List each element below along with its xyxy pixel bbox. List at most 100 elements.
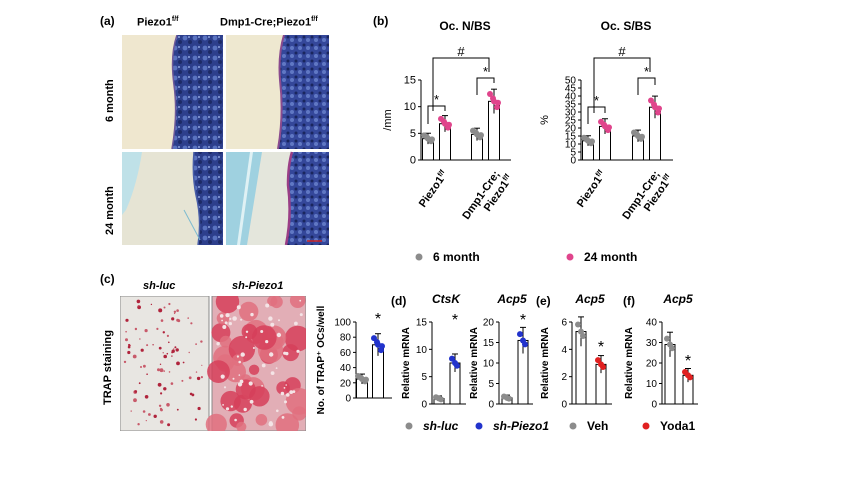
chart-b1: Oc. N/BS 0 5 10 15/mm * * # Piezo1f/f Dmp1-Cre;Pi…: [382, 19, 515, 229]
data-point: [491, 98, 497, 105]
panel-b-label: (b): [373, 14, 389, 28]
y-tick-label: 100: [334, 318, 351, 329]
data-point: [487, 91, 493, 98]
y-tick-label: 40: [340, 363, 352, 374]
chart-e1: Acp5 0 2 4 6 Relative mRNA *: [540, 292, 612, 411]
legend-sh-piezo1: sh-Piezo1: [475, 419, 549, 433]
panel-a-col1-header: Piezo1f/f: [137, 16, 179, 29]
y-axis-label: Relative mRNA: [540, 327, 551, 399]
significance-mark: *: [483, 64, 488, 79]
legend-label: 24 month: [584, 250, 637, 264]
chart-title: Oc. N/BS: [439, 19, 490, 33]
data-point: [602, 123, 608, 130]
significance-mark: *: [434, 92, 439, 107]
y-tick-label: 0: [561, 400, 567, 411]
trap-image-sh-piezo1: [205, 296, 306, 431]
panel-f-label: (f): [623, 294, 635, 308]
data-point: [595, 357, 601, 364]
y-tick-label: 50: [565, 76, 577, 87]
x-group-label: Piezo1f/f: [575, 168, 609, 209]
y-axis-label: %: [539, 115, 551, 125]
data-point: [359, 376, 365, 382]
y-tick-label: 10: [646, 379, 658, 390]
y-tick-label: 0: [570, 156, 576, 167]
y-tick-label: 10: [565, 140, 577, 151]
y-tick-label: 80: [340, 333, 352, 344]
data-point: [474, 131, 480, 138]
data-point: [652, 104, 658, 111]
y-tick-label: 25: [565, 116, 577, 127]
chart-title: Oc. S/BS: [601, 19, 652, 33]
data-point: [578, 328, 584, 335]
y-tick-label: 20: [340, 378, 352, 389]
trap-staining-images: [120, 296, 306, 431]
legend-marker: [475, 422, 483, 430]
chart-title: Acp5: [662, 292, 693, 306]
chart-title: CtsK: [432, 292, 461, 306]
legend-label: 6 month: [433, 250, 480, 264]
data-point: [436, 395, 442, 402]
panel-c-label: (c): [100, 272, 115, 286]
y-tick-label: 0: [345, 394, 351, 405]
y-axis-label: Relative mRNA: [469, 327, 480, 399]
y-tick-label: 5: [488, 379, 494, 390]
y-tick-label: 40: [646, 318, 658, 329]
significance-mark: *: [598, 339, 604, 356]
y-tick-label: 45: [565, 84, 577, 95]
legend-label: Yoda1: [660, 419, 695, 433]
data-point: [442, 120, 448, 127]
data-point: [635, 133, 641, 139]
data-point: [667, 341, 673, 348]
legend-sh-luc: sh-luc: [405, 419, 459, 433]
data-point: [452, 360, 458, 366]
significance-mark: *: [685, 353, 691, 370]
data-point: [375, 341, 381, 348]
chart-c1: 0 20 40 60 80 100 No. of TRAP⁺ OCs/well *: [316, 305, 392, 414]
significance-mark: #: [457, 44, 465, 59]
data-point: [598, 361, 604, 368]
legend-24-month: 24 month: [566, 250, 637, 264]
x-group-label: Dmp1-Cre;Piezo1f/f: [620, 165, 675, 229]
significance-bracket: [587, 106, 606, 124]
y-tick-label: 30: [646, 338, 658, 349]
y-tick-label: 15: [404, 75, 416, 87]
y-tick-label: 10: [416, 345, 428, 356]
y-tick-label: 5: [421, 372, 427, 383]
panel-d-label: (d): [391, 294, 407, 308]
panel-c-col1-header: sh-luc: [143, 280, 176, 292]
significance-mark: *: [375, 311, 381, 328]
y-tick-label: 4: [561, 345, 567, 356]
histology-6m-piezo-ff: [122, 35, 223, 150]
data-point: [449, 355, 455, 362]
x-group-label: Piezo1f/f: [417, 168, 451, 209]
chart-title: Acp5: [496, 292, 527, 306]
chart-d1: CtsK 0 5 10 15 Relative mRNA *: [401, 292, 466, 411]
data-point: [664, 335, 670, 342]
legend-label: sh-Piezo1: [493, 419, 549, 433]
chart-title: Acp5: [574, 292, 605, 306]
panel-a-col2-header: Dmp1-Cre;Piezo1f/f: [220, 16, 318, 29]
y-tick-label: 20: [646, 359, 658, 370]
y-tick-label: 0: [488, 400, 494, 411]
legend-marker: [566, 253, 574, 261]
y-tick-label: 15: [565, 132, 577, 143]
y-tick-label: 40: [565, 92, 577, 103]
data-point: [425, 135, 431, 142]
y-tick-label: 30: [565, 108, 577, 119]
y-tick-label: 15: [416, 318, 428, 329]
y-tick-label: 20: [483, 318, 495, 329]
y-tick-label: 60: [340, 348, 352, 359]
legend-6-month: 6 month: [415, 250, 480, 264]
x-group-label: Dmp1-Cre;Piezo1f/f: [460, 165, 515, 229]
data-point: [685, 372, 691, 379]
y-tick-label: 35: [565, 100, 577, 111]
data-point: [585, 137, 591, 144]
histology-24m-dmp1-piezo-ff: [226, 151, 329, 245]
y-tick-label: 15: [483, 338, 495, 349]
y-axis-label: Relative mRNA: [624, 327, 635, 399]
y-tick-label: 0: [410, 155, 416, 167]
y-tick-label: 0: [421, 400, 427, 411]
y-tick-label: 20: [565, 124, 577, 135]
